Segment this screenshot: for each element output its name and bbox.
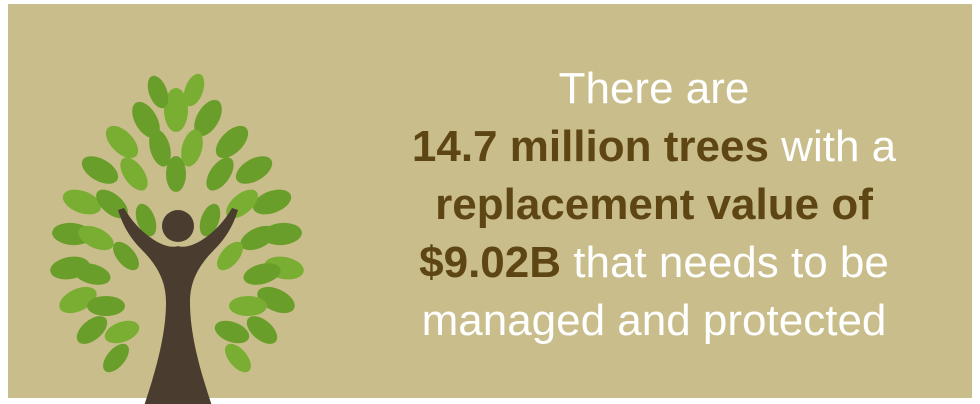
leaf-shape — [113, 241, 139, 271]
leaf-shape — [217, 241, 243, 271]
leaf-shape — [235, 156, 273, 184]
leaf-shape — [132, 101, 160, 139]
leaf-shape — [105, 125, 139, 159]
leaf-shape — [225, 343, 251, 373]
tree-leaves — [50, 73, 304, 373]
leaf-shape — [147, 75, 169, 109]
leaf-shape — [194, 99, 222, 137]
message-line-4: $9.02B that needs to be — [354, 234, 954, 292]
leaf-shape — [103, 343, 129, 373]
leaf-shape — [183, 73, 205, 107]
tree-count-highlight: 14.7 million trees — [411, 122, 769, 171]
leaf-shape — [246, 316, 278, 344]
message-line-5: managed and protected — [354, 292, 954, 350]
leaf-shape — [214, 320, 250, 344]
message-text: There are 14.7 million trees with a repl… — [354, 60, 954, 350]
leaf-shape — [78, 225, 114, 251]
message-line-2: 14.7 million trees with a — [354, 118, 954, 176]
leaf-shape — [149, 129, 171, 167]
leaf-shape — [135, 203, 157, 237]
tree-trunk — [118, 208, 238, 404]
leaf-shape — [206, 157, 234, 191]
leaf-shape — [81, 156, 119, 184]
leaf-shape — [76, 316, 108, 344]
message-line-3: replacement value of — [354, 176, 954, 234]
leaf-shape — [73, 263, 111, 285]
tree-person-icon — [50, 73, 304, 404]
value-amount-highlight: $9.02B — [419, 238, 562, 287]
leaf-shape — [199, 203, 221, 237]
intro-text: There are — [558, 64, 750, 113]
replacement-value-highlight: replacement value of — [435, 180, 873, 229]
managed-text: managed and protected — [421, 296, 887, 345]
leaf-shape — [120, 157, 148, 191]
leaf-shape — [87, 296, 125, 316]
leaf-shape — [104, 320, 140, 344]
leaf-shape — [243, 263, 281, 285]
leaf-shape — [62, 189, 102, 215]
with-a-text: with a — [768, 122, 897, 171]
message-line-1: There are — [354, 60, 954, 118]
leaf-shape — [164, 88, 188, 132]
leaf-shape — [240, 225, 276, 251]
leaf-shape — [181, 129, 203, 167]
leaf-shape — [215, 125, 249, 159]
infographic-card: There are 14.7 million trees with a repl… — [8, 4, 972, 404]
needs-text: that needs to be — [561, 238, 889, 287]
leaf-shape — [252, 189, 292, 215]
leaf-shape — [229, 296, 267, 316]
leaf-shape — [166, 156, 186, 192]
